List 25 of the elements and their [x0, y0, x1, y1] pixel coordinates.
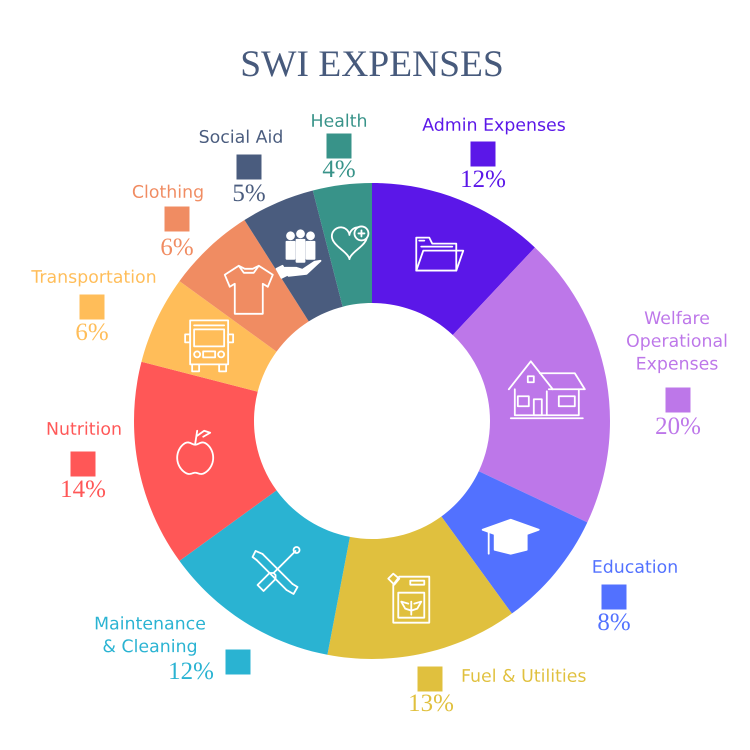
- slice-label: Welfare Operational Expenses: [627, 310, 726, 374]
- data-label: 12%: [462, 170, 506, 188]
- donut-slice: [312, 183, 372, 307]
- legend-label: Fuel & Utilities: [462, 668, 586, 682]
- slice-label: Clothing: [132, 184, 203, 202]
- slice-label: Social Aid: [200, 130, 282, 144]
- slice-label: Admin Expenses: [422, 118, 565, 134]
- slice-label: Health: [312, 114, 366, 128]
- data-label: 4%: [322, 160, 355, 178]
- donut-slice: [134, 362, 277, 561]
- donut-slice: [327, 516, 512, 659]
- data-label: 13%: [410, 694, 454, 712]
- data-label: 20%: [656, 417, 700, 434]
- donut-slice: [452, 248, 610, 522]
- data-label: 14%: [62, 480, 106, 498]
- slice-label: Maintenance & Cleaning: [96, 616, 205, 656]
- slice-label: Nutrition: [48, 422, 121, 436]
- data-label: 5%: [234, 184, 265, 202]
- data-label: 12%: [170, 662, 214, 680]
- chart-title: SWI EXPENSES: [242, 51, 502, 77]
- data-label: 6%: [76, 323, 108, 340]
- slice-label: Transportation: [31, 270, 156, 286]
- slice-label: Education: [593, 560, 677, 574]
- data-label: 6%: [161, 238, 193, 256]
- data-label: 8%: [598, 613, 630, 630]
